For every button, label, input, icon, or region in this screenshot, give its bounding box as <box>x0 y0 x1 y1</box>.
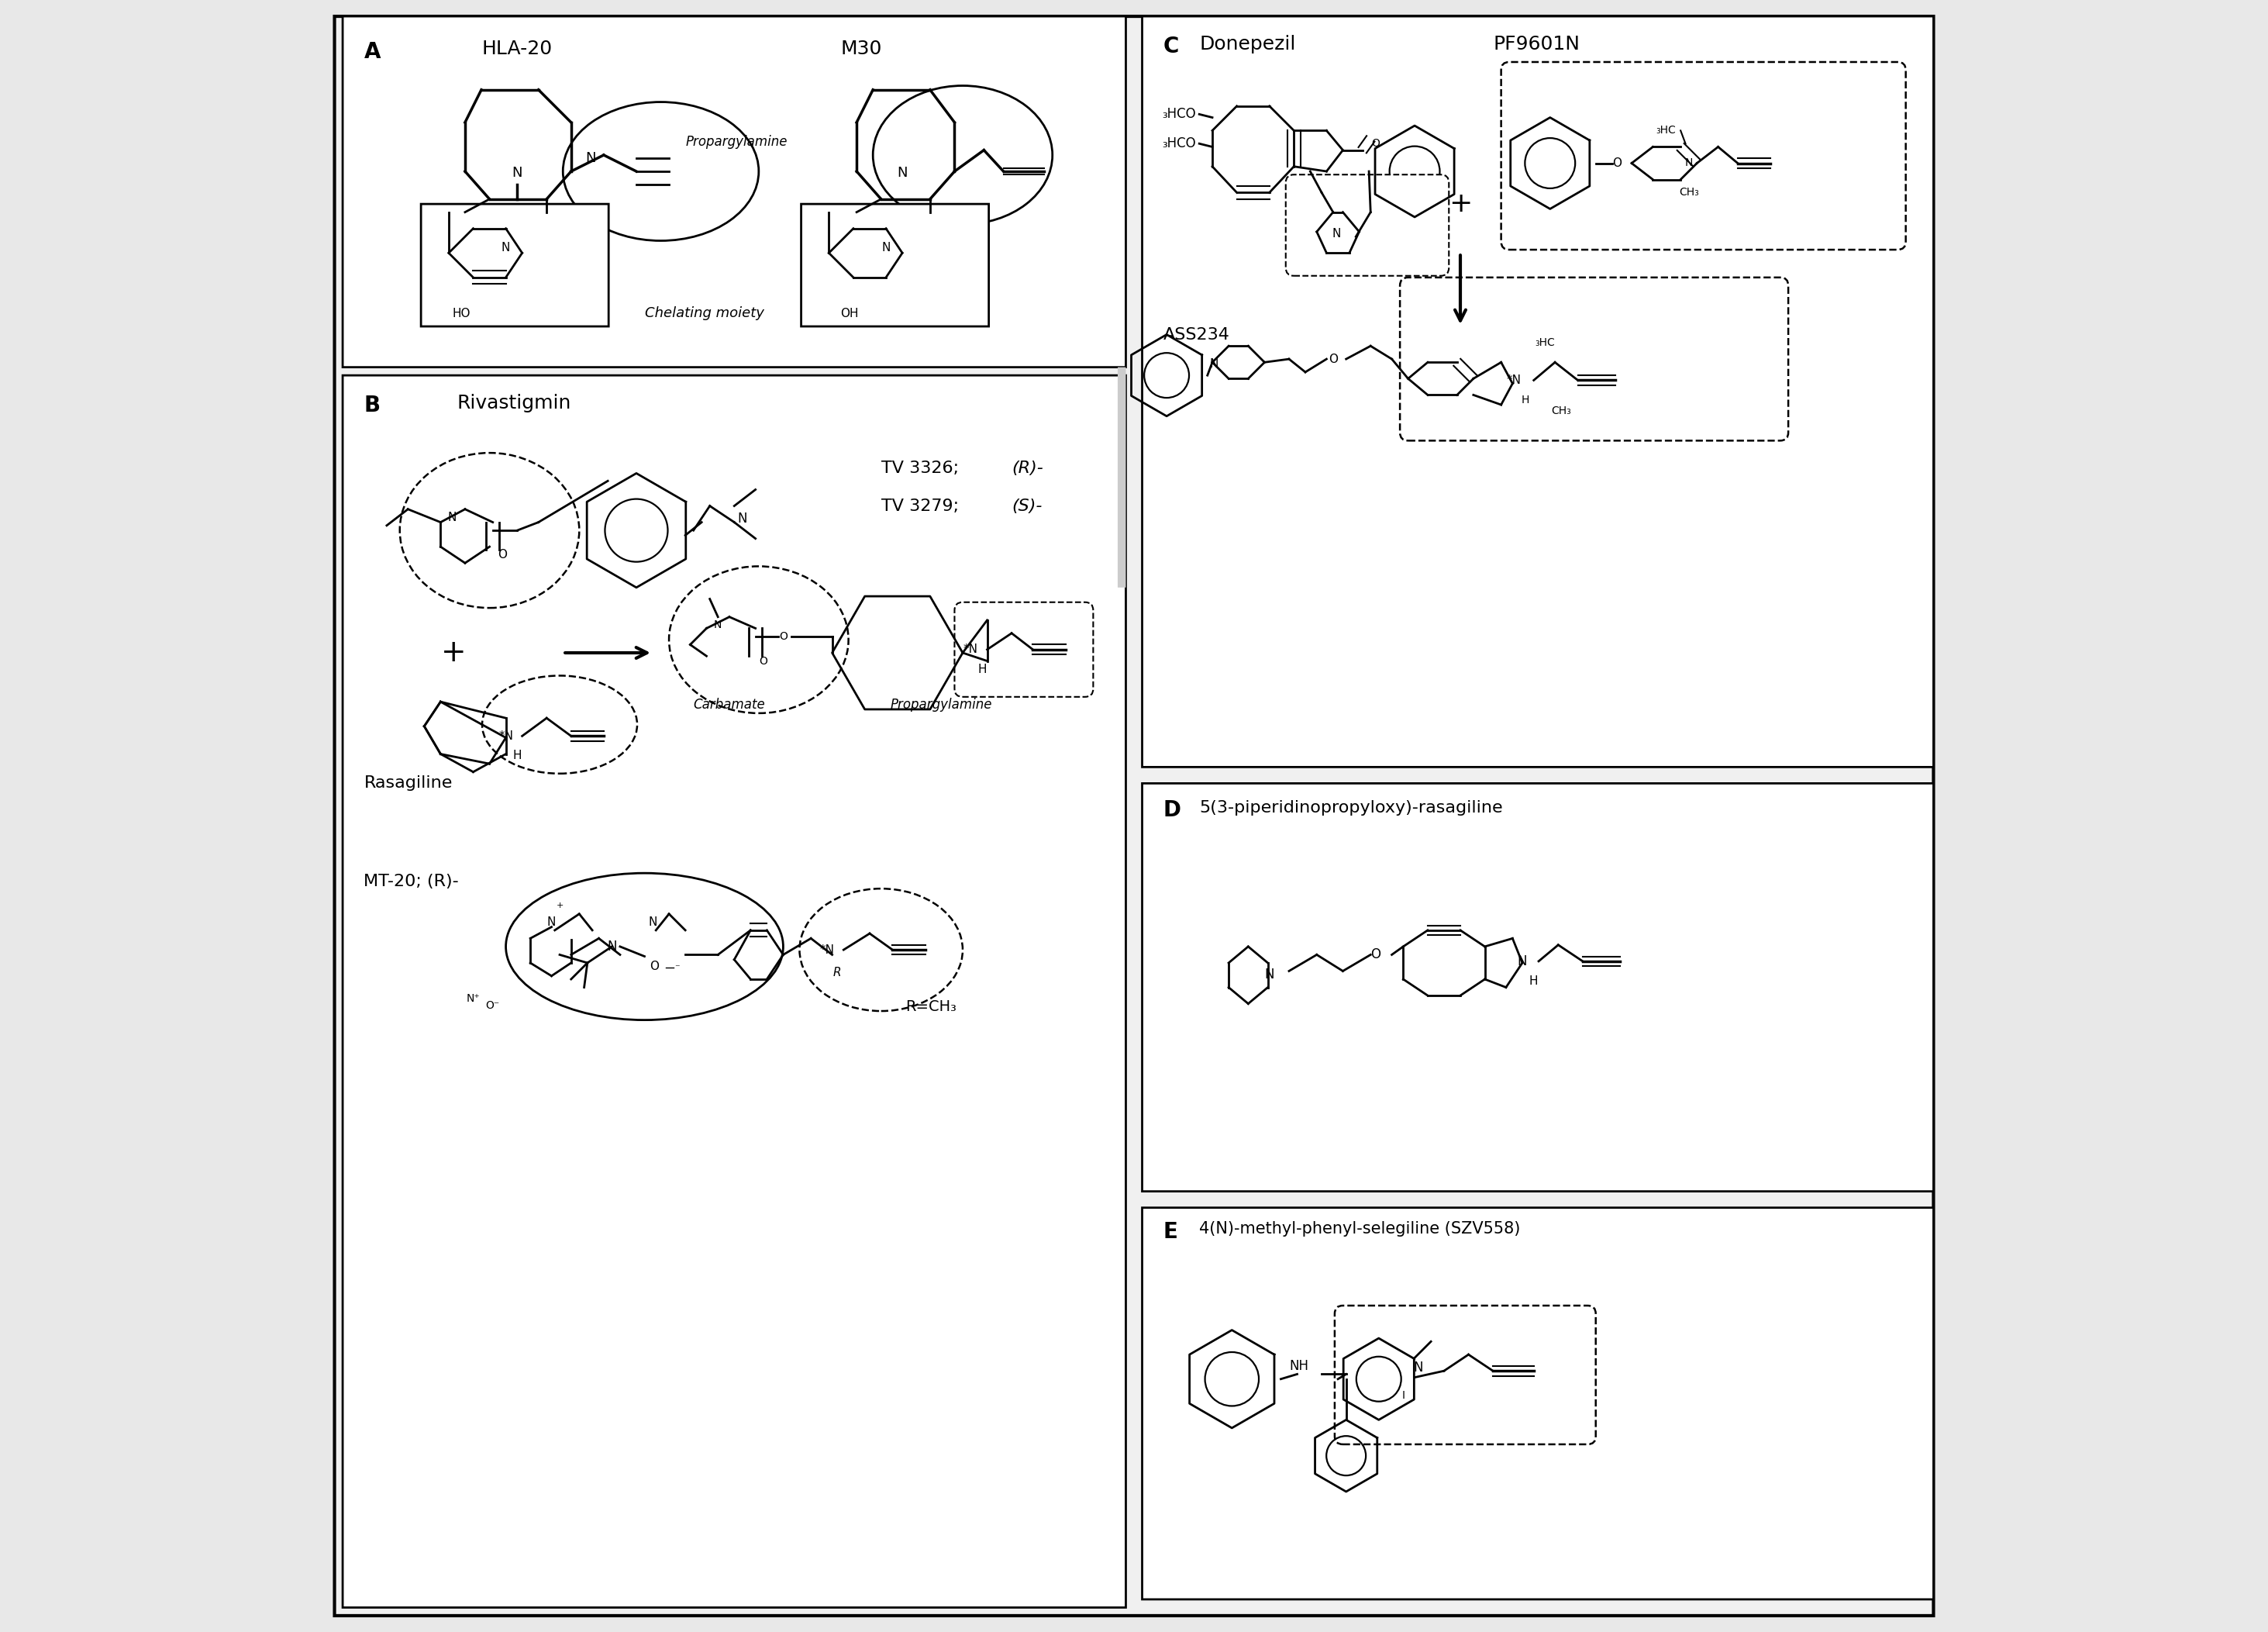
Text: ₃HCO: ₃HCO <box>1161 137 1195 150</box>
Text: ₃HCO: ₃HCO <box>1161 108 1195 121</box>
Text: 5(3-piperidinopropyloxy)-rasagiline: 5(3-piperidinopropyloxy)-rasagiline <box>1200 800 1504 816</box>
Text: O: O <box>778 632 787 641</box>
Text: ASS234: ASS234 <box>1163 326 1229 343</box>
Text: Rivastigmin: Rivastigmin <box>456 393 572 413</box>
Text: Donepezil: Donepezil <box>1200 34 1295 54</box>
Text: N: N <box>1331 227 1340 240</box>
Text: O: O <box>649 960 660 973</box>
Text: R=CH₃: R=CH₃ <box>905 999 957 1015</box>
Text: O: O <box>1329 353 1338 366</box>
FancyBboxPatch shape <box>1286 175 1449 276</box>
Text: N: N <box>898 166 907 180</box>
Text: N: N <box>501 242 510 255</box>
Text: (R)-: (R)- <box>1012 460 1043 477</box>
FancyBboxPatch shape <box>422 204 608 326</box>
Text: ₃HC: ₃HC <box>1656 126 1676 135</box>
Text: N: N <box>649 916 658 929</box>
Text: *N: *N <box>1506 374 1522 387</box>
Text: N: N <box>513 166 522 180</box>
Text: Carbamate: Carbamate <box>694 698 764 712</box>
Ellipse shape <box>562 101 760 240</box>
FancyBboxPatch shape <box>1143 16 1935 767</box>
Text: +: + <box>556 902 562 909</box>
Text: N: N <box>1413 1361 1422 1374</box>
Text: M30: M30 <box>841 39 882 59</box>
Text: +: + <box>440 638 467 667</box>
Text: *N: *N <box>499 730 513 743</box>
Ellipse shape <box>669 566 848 713</box>
Text: CH₃: CH₃ <box>1678 188 1699 197</box>
Ellipse shape <box>483 676 637 774</box>
Text: O: O <box>1372 139 1379 149</box>
Text: ⁻: ⁻ <box>674 963 680 973</box>
Text: I: I <box>1402 1390 1404 1400</box>
Text: H: H <box>1522 395 1529 405</box>
FancyBboxPatch shape <box>1399 277 1787 441</box>
Text: N: N <box>447 511 456 524</box>
Text: NH: NH <box>1288 1359 1309 1373</box>
FancyBboxPatch shape <box>801 204 989 326</box>
Text: H: H <box>978 663 987 676</box>
Text: Rasagiline: Rasagiline <box>363 775 454 792</box>
Text: HLA-20: HLA-20 <box>481 39 551 59</box>
Text: A: A <box>363 41 381 62</box>
Text: TV 3279;: TV 3279; <box>880 498 964 514</box>
Text: N: N <box>737 512 746 526</box>
Text: D: D <box>1163 800 1182 821</box>
Text: +: + <box>1449 191 1472 217</box>
Text: N: N <box>882 242 891 255</box>
Text: H: H <box>1529 974 1538 987</box>
Text: R: R <box>832 966 841 979</box>
Text: N: N <box>608 940 617 953</box>
Ellipse shape <box>801 888 962 1012</box>
Text: O: O <box>1370 948 1381 961</box>
Text: HO: HO <box>451 307 469 320</box>
FancyBboxPatch shape <box>1501 62 1905 250</box>
Text: PF9601N: PF9601N <box>1492 34 1581 54</box>
Text: N⁺: N⁺ <box>467 994 481 1004</box>
FancyBboxPatch shape <box>955 602 1093 697</box>
Text: N: N <box>1209 357 1218 370</box>
Text: N: N <box>1517 955 1526 968</box>
Text: OH: OH <box>841 307 860 320</box>
Ellipse shape <box>873 85 1052 224</box>
Text: C: C <box>1163 36 1179 57</box>
Text: O: O <box>760 656 769 666</box>
Text: N: N <box>714 620 721 630</box>
Text: *N: *N <box>821 943 835 956</box>
Text: N: N <box>1685 158 1692 168</box>
Text: ₃HC: ₃HC <box>1535 338 1556 348</box>
Text: (S)-: (S)- <box>1012 498 1043 514</box>
Ellipse shape <box>399 452 578 607</box>
Text: E: E <box>1163 1221 1177 1242</box>
FancyBboxPatch shape <box>342 375 1125 1608</box>
Text: CH₃: CH₃ <box>1551 406 1572 416</box>
FancyBboxPatch shape <box>342 16 1125 367</box>
FancyBboxPatch shape <box>1118 367 1125 588</box>
FancyBboxPatch shape <box>1143 783 1935 1191</box>
Text: B: B <box>363 395 381 416</box>
Text: H: H <box>513 749 522 762</box>
Text: N: N <box>1266 968 1275 981</box>
Ellipse shape <box>506 873 782 1020</box>
Text: O⁻: O⁻ <box>485 1000 499 1010</box>
Text: N: N <box>585 152 596 165</box>
Text: Chelating moiety: Chelating moiety <box>644 307 764 320</box>
Text: O: O <box>499 548 508 561</box>
FancyBboxPatch shape <box>333 16 1935 1616</box>
Text: N: N <box>547 916 556 929</box>
Text: O: O <box>1613 157 1622 170</box>
Text: Propargylamine: Propargylamine <box>891 698 993 712</box>
Text: 4(N)-methyl-phenyl-selegiline (SZV558): 4(N)-methyl-phenyl-selegiline (SZV558) <box>1200 1221 1520 1237</box>
Text: MT-20; (R)-: MT-20; (R)- <box>363 873 458 889</box>
FancyBboxPatch shape <box>1143 1208 1935 1599</box>
FancyBboxPatch shape <box>1334 1306 1597 1444</box>
Text: Propargylamine: Propargylamine <box>685 135 787 149</box>
Text: TV 3326;: TV 3326; <box>880 460 964 477</box>
Text: *N: *N <box>964 643 978 656</box>
